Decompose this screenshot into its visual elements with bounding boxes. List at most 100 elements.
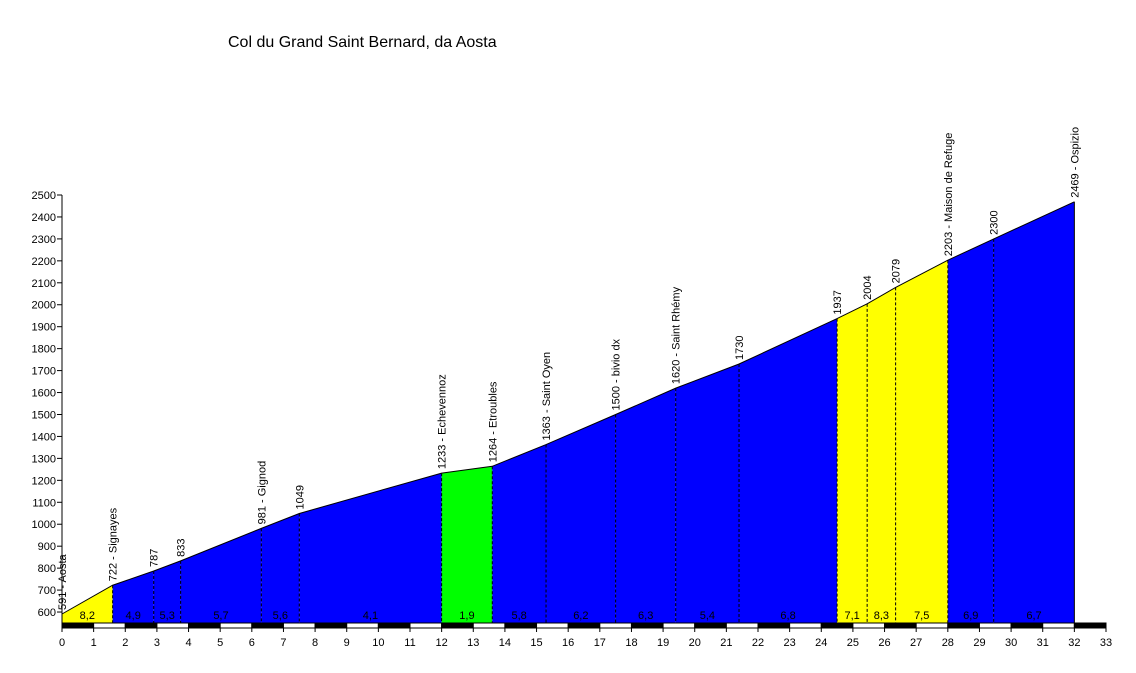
x-tick-label: 0 — [59, 637, 65, 649]
x-tick-label: 8 — [312, 637, 318, 649]
gradient-segment-6 — [299, 473, 442, 623]
x-axis-km-band — [472, 622, 506, 629]
waypoint-label: 1937 — [832, 290, 844, 314]
gradient-segment-14 — [867, 287, 896, 623]
x-axis-km-band — [93, 622, 126, 629]
gradient-label: 5,4 — [700, 610, 715, 622]
waypoint-label: 591 - Aosta — [57, 553, 69, 610]
gradient-label: 6,7 — [1026, 610, 1041, 622]
x-axis-km-band — [1073, 622, 1107, 629]
y-tick-label: 1600 — [32, 388, 56, 400]
x-axis: 0 1 2 3 4 5 6 7 8 9 10 11 12 13 14 15 16 17 18 19 20 21 22 23 24… — [59, 622, 1112, 649]
x-tick-label: 22 — [752, 637, 764, 649]
x-axis-km-band — [630, 622, 664, 629]
gradient-segment-8 — [492, 444, 547, 623]
x-axis-km-band — [441, 622, 474, 629]
x-tick-label: 25 — [847, 637, 859, 649]
x-axis-km-band — [409, 622, 443, 629]
gradient-label: 4,1 — [363, 610, 378, 622]
y-tick-label: 1400 — [32, 431, 56, 443]
gradient-label: 5,7 — [213, 610, 228, 622]
waypoint-label: 722 - Signayes — [108, 507, 120, 581]
x-tick-label: 10 — [372, 637, 384, 649]
x-tick-label: 1 — [91, 637, 97, 649]
x-axis-km-band — [188, 622, 221, 629]
gradient-segment-2 — [112, 570, 154, 623]
x-tick-label: 15 — [530, 637, 542, 649]
y-axis: 2500 600 700 800 900 1000 1100 1200 1300 1400 1500… — [32, 190, 63, 623]
y-tick-label: 1000 — [32, 519, 56, 531]
x-tick-label: 7 — [280, 637, 286, 649]
x-axis-km-band — [377, 622, 411, 629]
gradient-segment-13 — [837, 303, 868, 623]
x-tick-label: 30 — [1005, 637, 1017, 649]
x-tick-label: 2 — [122, 637, 128, 649]
x-tick-label: 19 — [657, 637, 669, 649]
x-axis-km-band — [124, 622, 158, 629]
gradient-label: 6,3 — [638, 610, 653, 622]
x-tick-label: 27 — [910, 637, 922, 649]
x-axis-km-band — [694, 622, 727, 629]
x-axis-km-band — [1042, 622, 1075, 629]
x-axis-km-band — [947, 622, 980, 629]
profile-outline — [61, 201, 1075, 623]
gradient-segment-15 — [895, 260, 948, 623]
gradient-label: 5,6 — [273, 610, 288, 622]
x-tick-label: 26 — [878, 637, 890, 649]
gradient-label: 7,1 — [844, 610, 859, 622]
x-axis-km-band — [725, 622, 759, 629]
waypoint-label: 1049 — [294, 485, 306, 509]
waypoint-label: 1264 - Etroubles — [487, 381, 499, 462]
gradient-segment-10 — [615, 388, 676, 623]
waypoint-label: 1730 — [734, 336, 746, 360]
gradient-segments — [62, 201, 1075, 623]
gradient-label: 7,5 — [914, 610, 929, 622]
y-tick-label: 700 — [38, 585, 56, 597]
x-axis-km-band — [1010, 622, 1044, 629]
x-tick-label: 21 — [720, 637, 732, 649]
x-axis-km-band — [156, 622, 190, 629]
gradient-segment-9 — [546, 414, 616, 623]
x-tick-label: 32 — [1068, 637, 1080, 649]
waypoint-label: 1620 - Saint Rhémy — [671, 286, 683, 384]
x-axis-km-band — [915, 622, 949, 629]
y-tick-label: 900 — [38, 541, 56, 553]
waypoint-label: 981 - Gignod — [256, 461, 268, 525]
y-tick-label: 1500 — [32, 409, 56, 421]
x-tick-label: 5 — [217, 637, 223, 649]
x-axis-km-band — [536, 622, 569, 629]
gradient-segment-16 — [947, 238, 994, 623]
gradient-segment-12 — [739, 318, 838, 623]
x-tick-label: 33 — [1100, 637, 1112, 649]
x-axis-km-band — [789, 622, 822, 629]
gradient-segment-17 — [993, 201, 1075, 623]
profile-line — [61, 201, 1075, 615]
x-tick-label: 12 — [436, 637, 448, 649]
x-tick-label: 9 — [344, 637, 350, 649]
gradient-segment-7 — [441, 466, 493, 623]
gradient-label: 1,9 — [459, 610, 474, 622]
waypoint-label: 787 — [149, 549, 161, 567]
x-axis-km-band — [282, 622, 316, 629]
x-axis-km-band — [757, 622, 791, 629]
waypoint-label: 2203 - Maison de Refuge — [943, 133, 955, 257]
x-tick-label: 16 — [562, 637, 574, 649]
waypoint-dividers — [112, 238, 995, 623]
x-axis-km-band — [852, 622, 886, 629]
waypoint-label: 1363 - Saint Oyen — [541, 352, 553, 441]
y-tick-label: 1900 — [32, 322, 56, 334]
y-tick-label: 2000 — [32, 300, 56, 312]
x-axis-km-band — [346, 622, 379, 629]
x-tick-label: 24 — [815, 637, 827, 649]
x-axis-km-band — [219, 622, 253, 629]
gradient-segment-3 — [153, 560, 181, 623]
y-tick-label: 800 — [38, 563, 56, 575]
gradient-segment-11 — [675, 364, 740, 623]
gradient-label: 8,3 — [874, 610, 889, 622]
x-axis-km-band — [978, 622, 1012, 629]
x-axis-km-band — [662, 622, 696, 629]
y-tick-label: 1700 — [32, 366, 56, 378]
x-axis-km-band — [314, 622, 348, 629]
chart-title: Col du Grand Saint Bernard, da Aosta — [228, 34, 497, 51]
